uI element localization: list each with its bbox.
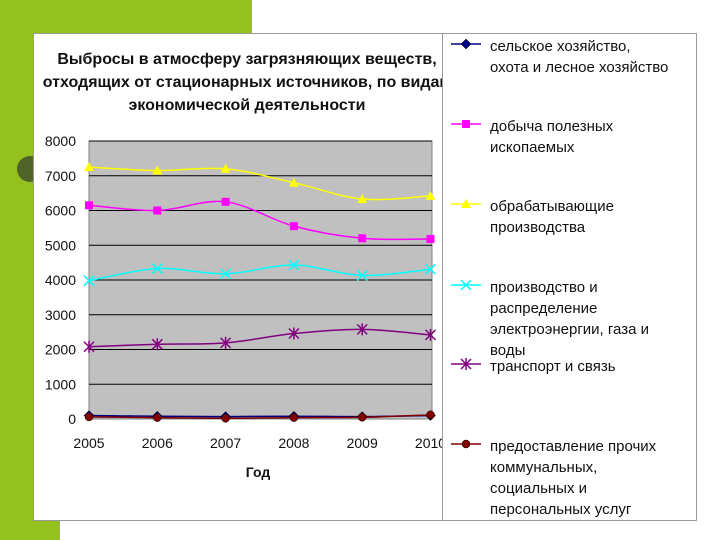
- legend-label-transport: транспорт и связь: [490, 356, 696, 377]
- y-tick-label: 8000: [45, 133, 76, 149]
- series-marker: [424, 328, 437, 341]
- series-3: [83, 259, 437, 287]
- series-line: [88, 200, 431, 241]
- y-tick-label: 1000: [45, 376, 76, 392]
- series-marker: [289, 222, 298, 231]
- series-marker: [220, 336, 232, 349]
- series-marker: [460, 38, 472, 50]
- series-marker: [221, 197, 230, 206]
- series-marker: [153, 206, 162, 215]
- series-4: [83, 323, 437, 353]
- series-line: [88, 264, 431, 282]
- series-marker: [288, 177, 299, 187]
- legend-text-line: производства: [490, 219, 586, 236]
- legend-text-line: предоставление прочих: [490, 438, 657, 455]
- series-marker: [152, 165, 163, 175]
- legend-text-line: производство и: [490, 279, 598, 296]
- x-axis-label: Год: [246, 464, 271, 480]
- y-tick-label: 4000: [45, 272, 76, 288]
- legend-text-line: охота и лесное хозяйство: [490, 59, 669, 76]
- y-tick-label: 2000: [45, 342, 76, 358]
- y-tick-label: 6000: [45, 203, 76, 219]
- legend-key-services: [451, 439, 481, 449]
- legend-label-manufacturing: обрабатывающие производства: [490, 196, 696, 238]
- series-5: [84, 410, 435, 423]
- series-marker: [151, 263, 163, 275]
- legend-label-mining: добыча полезных ископаемых: [490, 116, 696, 158]
- legend-text-line: добыча полезных: [490, 118, 614, 135]
- series-marker: [460, 358, 472, 370]
- series-marker: [356, 323, 368, 336]
- series-marker: [425, 190, 436, 200]
- legend-label-utilities: производство и распределение электроэнер…: [490, 277, 696, 361]
- legend-key-agriculture: [451, 38, 481, 50]
- series-1: [85, 197, 435, 243]
- series-marker: [424, 263, 437, 275]
- legend-key-manufacturing: [451, 199, 481, 208]
- x-tick-label: 2010: [415, 435, 446, 451]
- legend-text-line: коммунальных,: [490, 459, 598, 476]
- legend-text-line: электроэнергии, газа и: [490, 321, 649, 338]
- series-marker: [153, 413, 162, 422]
- series-line: [88, 414, 431, 420]
- legend-label-agriculture: сельское хозяйство, охота и лесное хозяй…: [490, 36, 696, 78]
- series-marker: [461, 199, 471, 208]
- legend-text-line: распределение: [490, 300, 598, 317]
- chart-legend: сельское хозяйство, охота и лесное хозяй…: [442, 34, 696, 520]
- series-marker: [83, 275, 95, 287]
- series-marker: [461, 439, 471, 449]
- series-marker: [462, 120, 470, 128]
- series-marker: [221, 414, 230, 423]
- series-marker: [289, 413, 299, 422]
- series-marker: [151, 338, 163, 351]
- series-marker: [84, 162, 94, 172]
- chart-title-line-2: отходящих от стационарных источников, по…: [42, 74, 452, 91]
- chart-title-line-1: Выбросы в атмосферу загрязняющих веществ…: [57, 51, 437, 68]
- series-marker: [357, 413, 367, 422]
- series-2: [84, 162, 436, 204]
- series-line: [88, 328, 431, 348]
- legend-text-line: транспорт и связь: [490, 358, 616, 375]
- chart-frame: Выбросы в атмосферу загрязняющих веществ…: [33, 33, 697, 521]
- legend-key-utilities: [451, 279, 481, 291]
- y-tick-label: 7000: [45, 168, 76, 184]
- series-marker: [426, 234, 435, 243]
- line-chart: 0 1000 2000 3000 4000 5000 6000 7000 8000 2005 200…: [45, 133, 446, 480]
- y-tick-label: 5000: [45, 237, 76, 253]
- legend-text-line: ископаемых: [490, 139, 575, 156]
- y-tick-label: 3000: [45, 307, 76, 323]
- series-marker: [356, 269, 368, 282]
- series-marker: [83, 340, 95, 353]
- y-tick-label: 0: [68, 411, 76, 427]
- legend-text-line: обрабатывающие: [490, 198, 614, 215]
- legend-key-mining: [451, 120, 481, 128]
- series-marker: [288, 327, 300, 340]
- series-marker: [460, 279, 472, 291]
- legend-text-line: персональных услуг: [490, 501, 632, 518]
- series-line: [88, 166, 431, 201]
- series-marker: [220, 163, 231, 173]
- series-marker: [426, 410, 435, 420]
- series-marker: [357, 194, 368, 204]
- series-marker: [358, 234, 367, 243]
- legend-key-transport: [451, 358, 481, 370]
- x-tick-label: 2008: [278, 435, 309, 451]
- legend-text-line: социальных и: [490, 480, 588, 497]
- legend-text-line: сельское хозяйство,: [490, 38, 631, 55]
- series-marker: [288, 259, 300, 271]
- x-tick-label: 2006: [142, 435, 173, 451]
- x-tick-label: 2005: [73, 435, 104, 451]
- series-marker: [84, 412, 94, 422]
- legend-label-services: предоставление прочих коммунальных, соци…: [490, 436, 696, 520]
- chart-title: Выбросы в атмосферу загрязняющих веществ…: [34, 48, 460, 117]
- chart-title-line-3: экономической деятельности: [128, 97, 366, 114]
- series-marker: [85, 201, 93, 210]
- x-tick-label: 2009: [347, 435, 378, 451]
- x-tick-label: 2007: [210, 435, 241, 451]
- legend-text-line: воды: [490, 342, 526, 359]
- series-marker: [220, 268, 232, 280]
